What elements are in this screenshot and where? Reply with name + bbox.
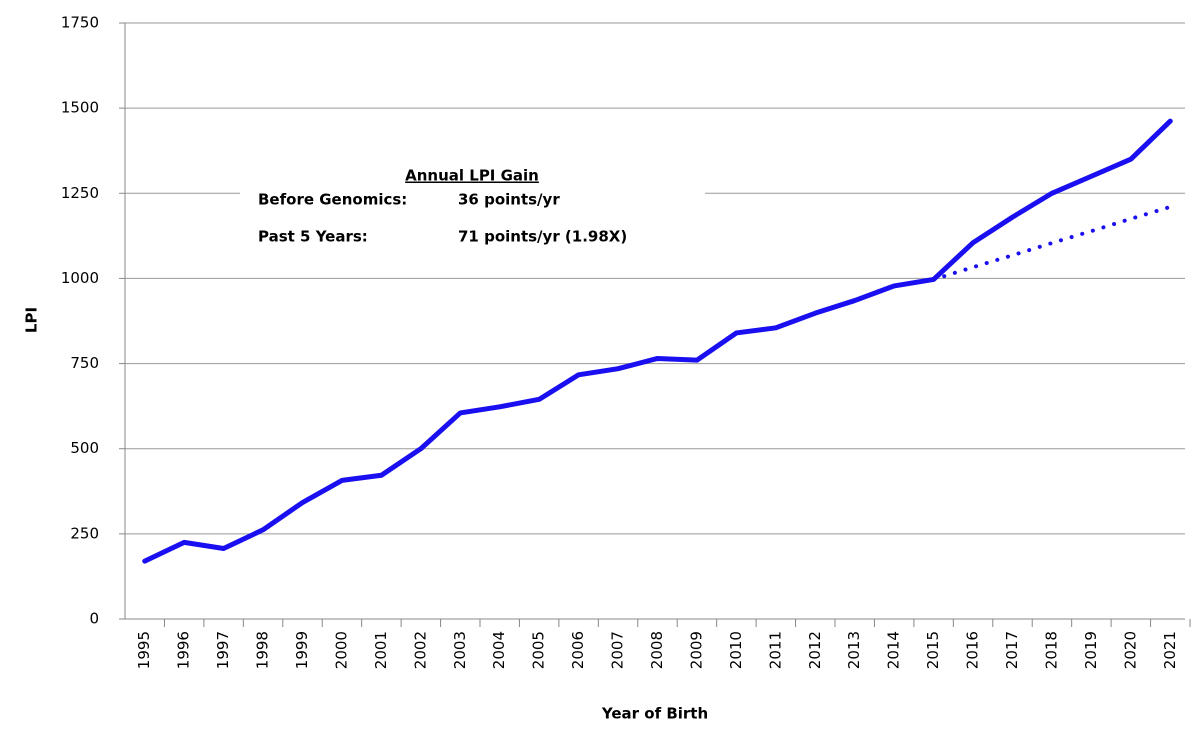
y-tick-label: 250 bbox=[70, 524, 99, 542]
x-tick-label: 1997 bbox=[214, 631, 232, 669]
data-line bbox=[142, 118, 1173, 564]
x-tick-label: 2021 bbox=[1161, 631, 1179, 669]
x-tick-label: 2001 bbox=[372, 631, 390, 669]
annotation-text: 36 points/yr bbox=[458, 191, 560, 209]
y-tick-label: 500 bbox=[70, 439, 99, 457]
y-axis-label: LPI bbox=[23, 307, 41, 333]
x-tick-label: 2000 bbox=[332, 631, 350, 669]
y-tick-label: 1250 bbox=[61, 184, 99, 202]
x-tick-label: 1999 bbox=[293, 631, 311, 669]
x-tick-label: 2015 bbox=[924, 631, 942, 669]
x-tick-label: 2016 bbox=[964, 631, 982, 669]
x-tick-label: 2004 bbox=[490, 631, 508, 669]
x-tick-label: 2017 bbox=[1003, 631, 1021, 669]
x-axis-label: Year of Birth bbox=[601, 705, 708, 723]
x-tick-label: 1996 bbox=[175, 631, 193, 669]
x-tick-label: 2006 bbox=[569, 631, 587, 669]
x-tick-label: 2012 bbox=[806, 631, 824, 669]
x-tick-label: 2013 bbox=[845, 631, 863, 669]
annotation-text: 71 points/yr (1.98X) bbox=[458, 228, 627, 246]
x-tick-label: 2007 bbox=[609, 631, 627, 669]
annotation-text: Before Genomics: bbox=[258, 191, 407, 209]
x-tick-label: 2014 bbox=[885, 631, 903, 669]
x-tick-label: 2003 bbox=[451, 631, 469, 669]
data-line bbox=[931, 204, 1173, 282]
x-tick-label: 2020 bbox=[1121, 631, 1139, 669]
annotation-box bbox=[240, 150, 705, 250]
x-tick-label: 2002 bbox=[411, 631, 429, 669]
x-tick-label: 2009 bbox=[687, 631, 705, 669]
x-tick-label: 1998 bbox=[254, 631, 272, 669]
x-tick-label: 2008 bbox=[648, 631, 666, 669]
y-tick-label: 1500 bbox=[61, 99, 99, 117]
x-tick-label: 2005 bbox=[530, 631, 548, 669]
x-tick-label: 2019 bbox=[1082, 631, 1100, 669]
y-tick-label: 1750 bbox=[61, 14, 99, 32]
x-tick-label: 2011 bbox=[766, 631, 784, 669]
y-tick-label: 1000 bbox=[61, 269, 99, 287]
annotation: Annual LPI Gain Before Genomics: 36 poin… bbox=[240, 150, 705, 250]
plot-area: 0 250 500 750 1000 1250 1500 1750 1995 1996 1997 19… bbox=[61, 14, 1191, 669]
x-tick-label: 2010 bbox=[727, 631, 745, 669]
x-tick-label: 2018 bbox=[1042, 631, 1060, 669]
annotation-title: Annual LPI Gain bbox=[405, 167, 539, 185]
y-tick-label: 0 bbox=[89, 610, 99, 628]
y-tick-label: 750 bbox=[70, 354, 99, 372]
x-tick-label: 1995 bbox=[135, 631, 153, 669]
annotation-text: Past 5 Years: bbox=[258, 228, 368, 246]
